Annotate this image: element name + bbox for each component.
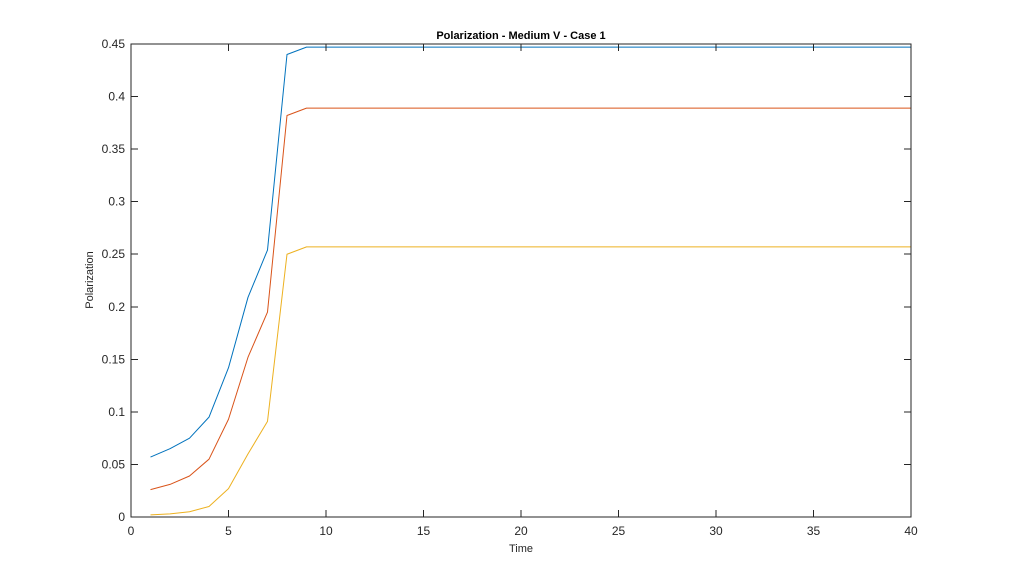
y-tick-label: 0.45	[102, 37, 126, 51]
y-tick-label: 0.35	[102, 142, 126, 156]
y-tick-label: 0.3	[108, 195, 125, 209]
series-line-2	[150, 107, 911, 491]
x-tick-label: 30	[709, 524, 723, 538]
chart-title: Polarization - Medium V - Case 1	[436, 30, 605, 42]
x-tick-label: 0	[128, 524, 135, 538]
axes-layer: 0 5 10 15 20 25 30 35 40 0 0.05 0.1 0.15 0.2 0.25 0.3 0.…	[102, 37, 918, 538]
x-tick-label: 25	[612, 524, 626, 538]
series-line-3	[150, 246, 911, 516]
series-line-1	[150, 46, 911, 458]
x-tick-label: 15	[417, 524, 431, 538]
x-tick-label: 20	[514, 524, 528, 538]
axes-box	[130, 43, 912, 518]
x-axis-title: Time	[509, 543, 533, 555]
y-tick-label: 0.25	[102, 247, 126, 261]
x-tick-label: 40	[904, 524, 918, 538]
y-tick-label: 0	[118, 510, 125, 524]
x-tick-label: 35	[807, 524, 821, 538]
y-tick-label: 0.1	[108, 405, 125, 419]
y-tick-label: 0.2	[108, 300, 125, 314]
y-tick-label: 0.4	[108, 90, 125, 104]
y-axis-title: Polarization	[84, 251, 96, 308]
y-tick-label: 0.15	[102, 352, 126, 366]
y-tick-label: 0.05	[102, 457, 126, 471]
x-tick-label: 10	[319, 524, 333, 538]
x-tick-label: 5	[225, 524, 232, 538]
series-layer	[150, 46, 911, 516]
